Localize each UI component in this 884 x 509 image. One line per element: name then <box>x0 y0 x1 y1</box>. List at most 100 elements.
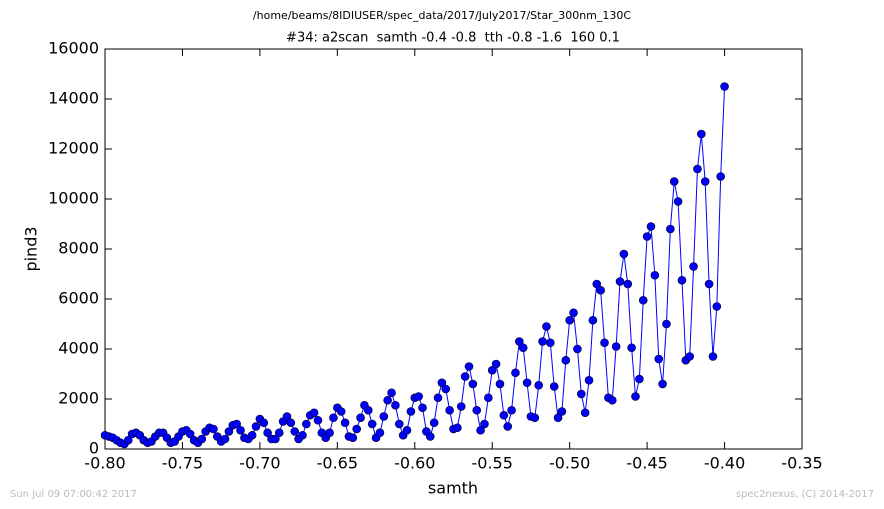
footer-right: spec2nexus, (C) 2014-2017 <box>736 489 874 500</box>
data-point <box>716 172 725 181</box>
data-point <box>309 408 319 418</box>
x-tick-label: -0.40 <box>704 454 745 473</box>
data-point <box>619 249 629 259</box>
data-point <box>596 285 605 295</box>
data-point <box>669 177 679 186</box>
data-point <box>402 425 412 435</box>
data-point <box>394 419 404 429</box>
data-point <box>654 354 664 364</box>
data-point <box>557 407 567 416</box>
data-point <box>251 422 261 431</box>
data-point <box>348 433 358 443</box>
footer-left: Sun Jul 09 07:00:42 2017 <box>10 489 137 500</box>
data-point <box>387 388 396 398</box>
data-point <box>259 418 269 428</box>
data-point <box>298 430 307 440</box>
x-tick-label: -0.75 <box>162 454 203 473</box>
data-point <box>631 392 640 401</box>
data-point <box>646 222 656 231</box>
data-point <box>530 413 540 423</box>
data-point <box>209 424 218 434</box>
data-point <box>600 338 609 348</box>
y-tick-label: 16000 <box>48 39 99 58</box>
data-point <box>286 418 296 428</box>
data-point <box>491 359 501 369</box>
data-point <box>576 389 586 399</box>
y-tick-label: 8000 <box>58 239 99 258</box>
y-axis-label: pind3 <box>22 226 41 271</box>
y-tick-label: 2000 <box>58 389 99 408</box>
data-point <box>549 382 559 391</box>
data-point <box>425 432 435 441</box>
data-point <box>123 435 133 445</box>
data-point <box>456 402 466 411</box>
data-point <box>224 427 234 436</box>
data-point <box>584 375 594 385</box>
data-point <box>638 295 648 305</box>
data-point <box>453 423 462 433</box>
data-point <box>569 308 578 318</box>
y-tick-label: 0 <box>89 439 99 458</box>
data-point <box>538 337 547 346</box>
data-point <box>546 338 555 348</box>
x-tick-label: -0.50 <box>549 454 590 473</box>
data-point <box>433 393 443 403</box>
data-point <box>472 405 482 415</box>
data-point <box>487 365 497 375</box>
data-point <box>712 302 722 311</box>
data-point <box>356 413 365 423</box>
data-point <box>623 279 633 289</box>
y-tick-label: 10000 <box>48 189 99 208</box>
y-tick-label: 6000 <box>58 289 99 308</box>
x-tick-label: -0.65 <box>317 454 358 473</box>
data-point <box>553 413 563 423</box>
data-point <box>329 413 338 423</box>
data-point <box>515 337 524 346</box>
data-point <box>290 427 300 436</box>
data-point <box>658 379 667 389</box>
data-point <box>480 419 489 429</box>
data-point <box>511 368 520 378</box>
plot-frame <box>104 48 803 450</box>
data-point <box>441 384 451 394</box>
data-point <box>522 378 532 388</box>
x-tick-label: -0.80 <box>84 454 125 473</box>
data-point <box>464 362 474 371</box>
x-tick-label: -0.60 <box>394 454 435 473</box>
data-point <box>414 392 423 401</box>
data-point <box>379 412 389 421</box>
file-title: /home/beams/8IDIUSER/spec_data/2017/July… <box>253 9 631 22</box>
data-point <box>484 393 493 403</box>
data-point <box>720 82 729 91</box>
data-point <box>685 352 695 361</box>
x-tick-label: -0.35 <box>781 454 822 473</box>
data-point <box>666 224 675 234</box>
data-point <box>340 418 350 428</box>
data-point <box>468 379 478 389</box>
y-tick-label: 4000 <box>58 339 99 358</box>
data-point <box>460 372 470 381</box>
data-point <box>650 270 660 280</box>
data-point <box>271 434 280 444</box>
data-point <box>476 425 485 435</box>
data-point <box>302 419 311 429</box>
data-point <box>352 424 361 434</box>
data-point <box>708 352 718 361</box>
y-tick-label: 12000 <box>48 139 99 158</box>
data-point <box>542 322 551 331</box>
data-point <box>445 405 454 415</box>
data-point <box>704 279 714 289</box>
data-point <box>406 407 416 416</box>
data-point <box>367 419 377 429</box>
data-point <box>383 395 392 405</box>
data-point <box>418 403 427 413</box>
data-point <box>615 277 625 286</box>
data-point <box>693 164 702 174</box>
series-line <box>104 86 726 445</box>
data-point <box>697 129 706 139</box>
data-point <box>391 400 400 410</box>
data-point <box>673 197 683 206</box>
data-point <box>662 319 671 329</box>
data-point <box>580 408 590 418</box>
